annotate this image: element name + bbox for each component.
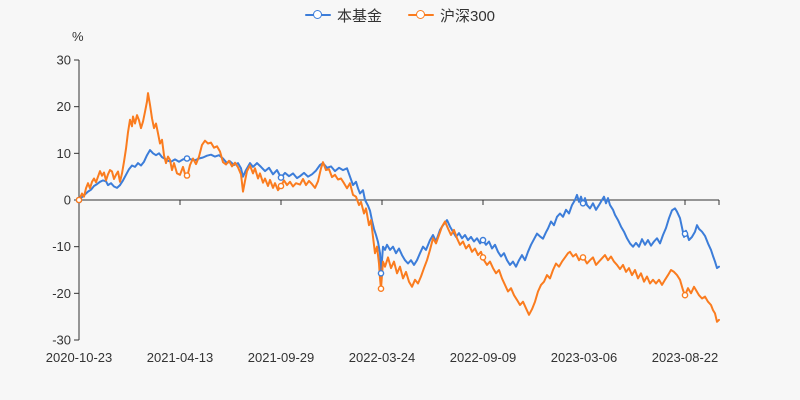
series-fund-marker [579, 199, 587, 207]
series-fund-marker [277, 174, 285, 181]
series-benchmark-marker [579, 254, 587, 261]
series-benchmark-line [78, 92, 720, 323]
series-fund-marker [479, 236, 487, 244]
series-benchmark-marker [75, 196, 83, 204]
y-tick-label: 20 [57, 99, 71, 114]
series-fund-marker [377, 269, 385, 277]
x-tick-label: 2022-03-24 [349, 350, 416, 365]
legend-item-benchmark[interactable]: 沪深300 [407, 5, 496, 26]
series-benchmark-marker [277, 182, 285, 190]
legend-item-label: 本基金 [336, 7, 382, 25]
series-benchmark-marker [183, 172, 191, 179]
y-tick-label: -30 [52, 333, 71, 348]
line-circle-marker-icon [407, 8, 434, 22]
series-benchmark-marker [377, 285, 385, 293]
series-fund-marker [681, 230, 689, 238]
y-tick-label: 10 [57, 146, 71, 161]
chart-legend: 本基金 沪深300 [0, 5, 800, 25]
y-axis-unit-label: % [72, 29, 84, 44]
series-benchmark-marker [479, 254, 487, 261]
line-circle-marker-icon [304, 8, 331, 22]
x-tick-label: 2021-09-29 [248, 350, 315, 365]
x-tick-label: 2020-10-23 [46, 350, 113, 365]
y-tick-label: -20 [52, 286, 71, 301]
series-benchmark-marker [681, 291, 689, 299]
x-tick-label: 2023-08-22 [652, 350, 719, 365]
y-tick-label: 30 [57, 53, 71, 68]
legend-item-label: 沪深300 [439, 7, 496, 25]
x-tick-label: 2023-03-06 [551, 350, 618, 365]
y-tick-label: -10 [52, 239, 71, 254]
x-tick-label: 2021-04-13 [147, 350, 214, 365]
legend-item-fund[interactable]: 本基金 [304, 5, 382, 26]
y-tick-label: 0 [64, 193, 71, 208]
series-fund-marker [183, 155, 191, 162]
x-tick-label: 2022-09-09 [450, 350, 517, 365]
